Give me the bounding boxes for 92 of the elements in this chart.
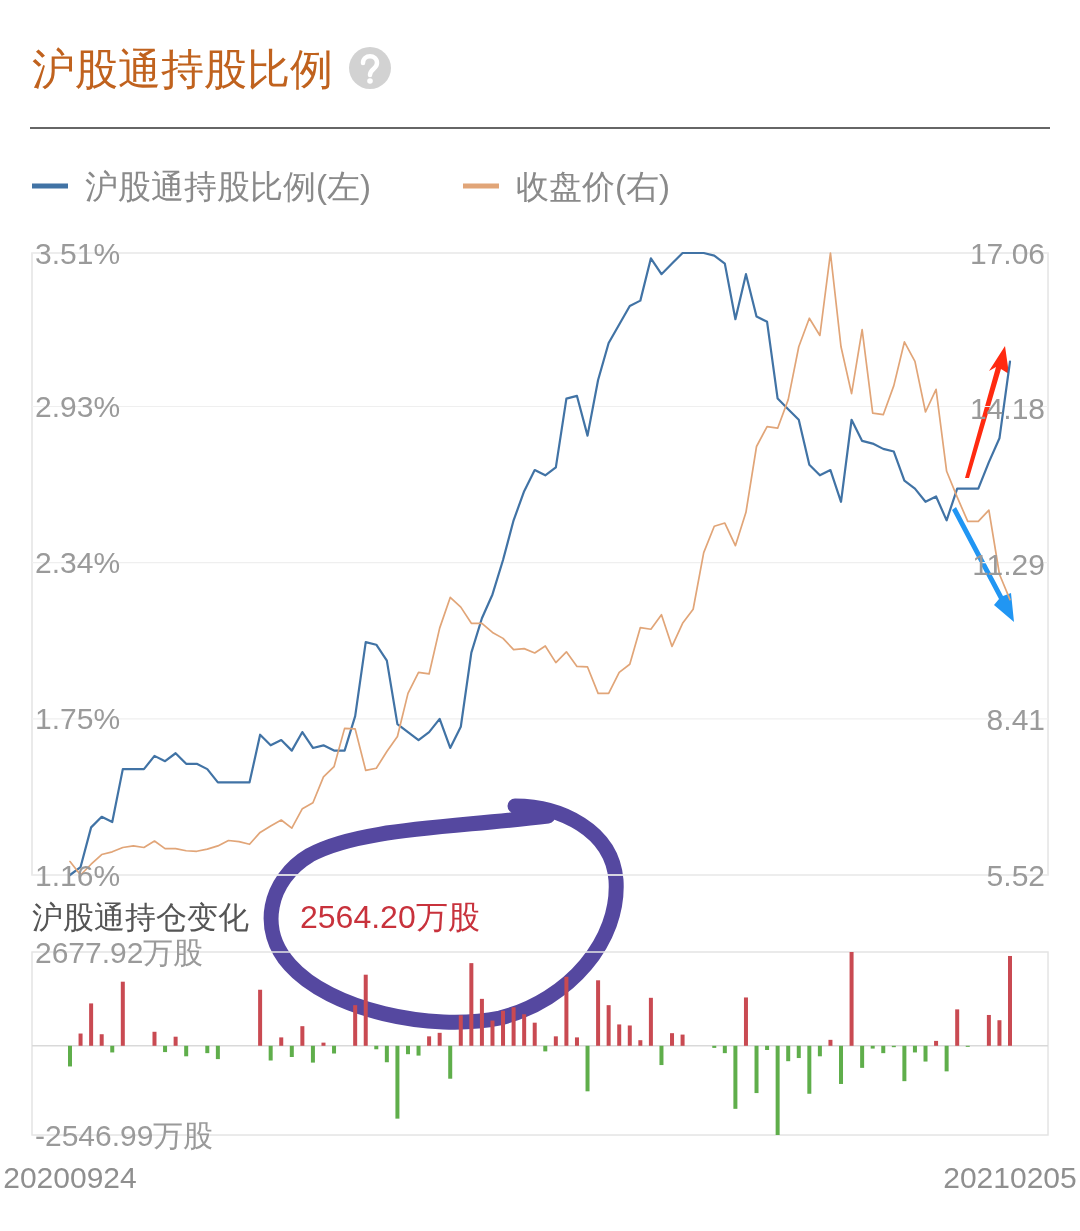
bar: [120, 981, 125, 1046]
bar: [733, 1045, 738, 1109]
bar: [479, 998, 484, 1046]
y2-tick-label: 5.52: [986, 858, 1045, 892]
bar: [680, 1034, 685, 1046]
y2-tick-label: 8.41: [986, 702, 1045, 736]
y-tick-label: 2677.92万股: [35, 935, 204, 969]
bar: [712, 1045, 717, 1048]
bar: [849, 952, 854, 1046]
bar: [437, 1032, 442, 1046]
bar: [923, 1045, 928, 1062]
chart-title: 沪股通持仓变化: [32, 900, 249, 935]
bar: [722, 1045, 727, 1054]
bar: [99, 1034, 104, 1046]
bar: [596, 980, 601, 1046]
bar: [934, 1040, 939, 1046]
bar: [522, 1014, 527, 1046]
bar: [448, 1045, 453, 1079]
bar: [627, 1025, 632, 1046]
bar: [1008, 955, 1012, 1046]
bar: [68, 1045, 72, 1067]
bar: [469, 963, 474, 1046]
bar: [585, 1045, 590, 1092]
bar: [289, 1045, 294, 1057]
bar: [986, 1014, 991, 1046]
bar: [807, 1045, 812, 1094]
bar: [321, 1042, 326, 1046]
bar: [384, 1045, 389, 1063]
bar: [796, 1045, 801, 1059]
bar: [606, 1005, 611, 1046]
bar: [310, 1045, 315, 1063]
bar: [511, 1007, 516, 1046]
bar: [881, 1045, 886, 1054]
bar: [743, 997, 748, 1046]
bar: [617, 1024, 622, 1046]
y-tick-label: 2.93%: [35, 390, 121, 424]
bar: [786, 1045, 791, 1062]
bar: [268, 1045, 273, 1061]
bar: [817, 1045, 822, 1057]
bar: [828, 1039, 833, 1046]
bar: [638, 1040, 643, 1046]
bar: [395, 1045, 400, 1119]
bar: [543, 1045, 548, 1052]
y-tick-label: 1.16%: [35, 858, 121, 892]
bar: [659, 1045, 664, 1066]
bar: [332, 1045, 337, 1054]
bar: [205, 1045, 210, 1054]
bar: [648, 997, 653, 1046]
bar: [258, 989, 263, 1046]
x-tick-label: 20200924: [3, 1161, 137, 1194]
bar: [416, 1045, 421, 1056]
bar: [553, 1036, 558, 1046]
bar: [279, 1037, 284, 1046]
bar: [490, 1020, 495, 1046]
text: 2564.20万股: [300, 899, 480, 935]
bar: [564, 976, 569, 1046]
y2-tick-label: 17.06: [969, 236, 1045, 270]
bar: [363, 974, 368, 1046]
y-tick-label: 3.51%: [35, 236, 121, 270]
bar: [215, 1045, 220, 1060]
bar: [775, 1045, 780, 1135]
bar: [997, 1020, 1002, 1046]
bar: [152, 1031, 157, 1046]
bar: [670, 1033, 675, 1046]
legend-label: 沪股通持股比例(左): [85, 168, 371, 205]
bar: [765, 1045, 770, 1050]
bar: [870, 1045, 875, 1049]
chart-title: 沪股通持股比例: [32, 45, 333, 93]
bar: [458, 1015, 463, 1046]
bar: [574, 1037, 579, 1046]
bar: [839, 1045, 844, 1084]
x-tick-label: 20210205: [943, 1161, 1077, 1194]
bar: [427, 1036, 432, 1046]
bar: [532, 1022, 537, 1046]
bar: [353, 1005, 358, 1046]
y-tick-label: 2.34%: [35, 546, 121, 580]
legend-label: 收盘价(右): [515, 168, 670, 205]
bar: [173, 1036, 178, 1046]
bar: [860, 1045, 865, 1068]
bar: [955, 1009, 960, 1046]
bar: [184, 1045, 189, 1057]
bar: [501, 1010, 506, 1046]
bar: [89, 1003, 94, 1046]
bar: [163, 1045, 168, 1053]
bar: [754, 1045, 759, 1094]
bar: [405, 1045, 410, 1055]
y-tick-label: 1.75%: [35, 702, 121, 736]
bar: [944, 1045, 949, 1072]
y-tick-label: -2546.99万股: [35, 1118, 214, 1152]
bar: [902, 1045, 907, 1082]
bar: [300, 1026, 305, 1046]
bar: [78, 1033, 83, 1046]
